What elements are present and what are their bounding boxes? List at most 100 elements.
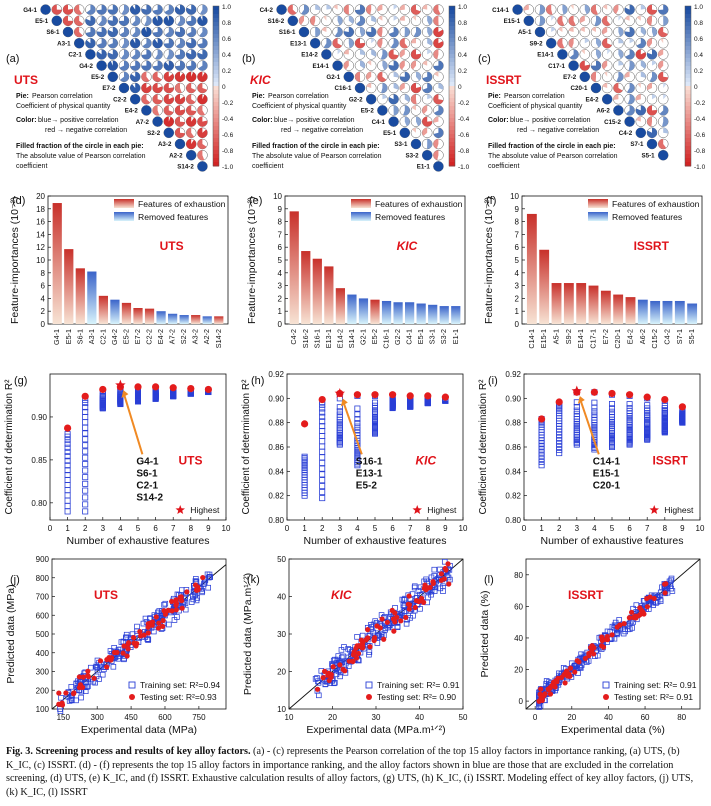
train-marker — [656, 592, 663, 598]
row-label: C4-2 — [260, 7, 274, 14]
x-tick-label: 5 — [373, 524, 378, 533]
model-marker — [82, 419, 89, 426]
bar — [563, 283, 574, 324]
pie-slice — [640, 27, 646, 36]
y-tick-label: 4 — [515, 269, 520, 278]
category-label: S16-1 — [312, 329, 321, 348]
model-marker — [64, 472, 71, 479]
colorbar-step — [685, 154, 691, 159]
best-marker — [204, 385, 212, 394]
model-marker — [319, 438, 326, 445]
pie-slice — [422, 116, 433, 127]
test-marker — [184, 589, 190, 595]
pie-slice — [197, 94, 208, 105]
bar — [347, 294, 357, 324]
note-fill-line2: The absolute value of Pearson correlatio… — [16, 153, 146, 160]
caption-body: (a) - (c) represents the Pearson correla… — [6, 746, 694, 798]
test-marker — [104, 657, 110, 663]
pie-slice — [404, 27, 410, 37]
y-tick-label: 4 — [41, 294, 46, 303]
pie-slice — [63, 27, 73, 37]
row-label: E15-1 — [504, 18, 521, 25]
pie-slice — [580, 27, 585, 32]
y-tick-label: 0 — [41, 320, 46, 329]
train-marker — [331, 680, 337, 687]
pie-slice — [584, 38, 590, 44]
pie-slice — [332, 38, 342, 49]
pie-slice — [337, 15, 343, 26]
y-tick-label: 500 — [36, 630, 50, 639]
test-marker — [80, 674, 86, 680]
colorbar-step — [685, 42, 691, 47]
colorbar-step — [213, 162, 219, 167]
test-marker — [442, 565, 448, 572]
panel-letter: (k) — [247, 574, 260, 586]
category-label: S6-1 — [75, 329, 84, 344]
colorbar-step — [213, 70, 219, 75]
pie-slice — [647, 105, 657, 116]
train-marker — [161, 601, 167, 608]
pie-slice — [186, 94, 196, 105]
test-marker — [156, 620, 162, 626]
arrow-head — [121, 390, 129, 399]
pie-slice — [624, 27, 635, 37]
colorbar-frame — [212, 5, 220, 167]
pie-slice — [570, 4, 574, 10]
model-marker — [644, 436, 651, 443]
pie-slice — [315, 27, 321, 37]
pie-slice — [85, 49, 96, 60]
x-tick-label: 8 — [426, 524, 431, 533]
pie-slice — [366, 27, 377, 37]
pie-slice — [366, 4, 372, 15]
note-fill-head: Filled fraction of the circle in each pi… — [488, 143, 616, 150]
test-marker — [377, 625, 383, 631]
colorbar-step — [685, 130, 691, 135]
legend-train-marker — [365, 681, 373, 689]
test-marker — [430, 579, 436, 585]
test-marker — [406, 606, 412, 612]
colorbar-step — [685, 10, 691, 15]
row-label: S2-2 — [147, 130, 161, 137]
train-marker — [207, 574, 213, 580]
train-marker — [543, 678, 550, 684]
colorbar-tick: -0.2 — [694, 100, 706, 107]
colorbar-step — [213, 110, 219, 115]
train-marker — [94, 664, 100, 670]
pie-slice — [523, 15, 534, 26]
category-label: A3-1 — [87, 329, 96, 344]
model-marker — [117, 401, 124, 408]
y-tick-label: 14 — [36, 230, 45, 239]
y-axis-label: Coefficient of determination R² — [241, 379, 252, 515]
pie-slice — [636, 116, 641, 122]
pie-slice — [539, 15, 545, 26]
y-tick-label: 1 — [278, 307, 283, 316]
corr-panel-c: C14-1 E15-1 A5-1 S9-2 E14-1 C17-1 E7-2 C20-1 E4-… — [472, 0, 711, 185]
x-tick-label: 20 — [328, 713, 337, 722]
pie-slice — [130, 83, 141, 94]
row-label: E7-2 — [102, 85, 116, 92]
colorbar-step — [213, 82, 219, 87]
parity-chart-j: 100 200 300 400 500 600 700 800 900 150 300 450 600 7… — [5, 555, 227, 736]
chart-title: UTS — [160, 239, 184, 253]
colorbar-tick: -1.0 — [222, 164, 234, 171]
y-tick-label: 0.86 — [268, 443, 284, 452]
y-tick-label: 10 — [36, 256, 45, 265]
annotation-label: E5-2 — [356, 481, 378, 492]
train-marker — [424, 578, 431, 585]
train-marker — [199, 589, 205, 596]
test-marker — [124, 653, 130, 659]
test-marker — [641, 611, 647, 617]
pie-slice — [107, 15, 118, 26]
legend-test-marker — [603, 694, 609, 700]
colorbar-step — [213, 18, 219, 23]
model-marker — [354, 416, 361, 423]
colorbar-tick: -0.8 — [222, 148, 234, 155]
colorbar-tick: -0.2 — [222, 100, 234, 107]
bar-chart-e: 0 1 2 3 4 5 6 7 8 9 10 C4-2 S16-2 S16-1 E13-1 E14-2 S14-… — [246, 192, 466, 349]
pie-slice — [433, 94, 444, 105]
model-marker — [319, 443, 326, 450]
colorbar-step — [685, 54, 691, 59]
colorbar-step — [449, 114, 455, 119]
pie-slice — [658, 139, 667, 149]
pie-slice — [381, 83, 388, 93]
